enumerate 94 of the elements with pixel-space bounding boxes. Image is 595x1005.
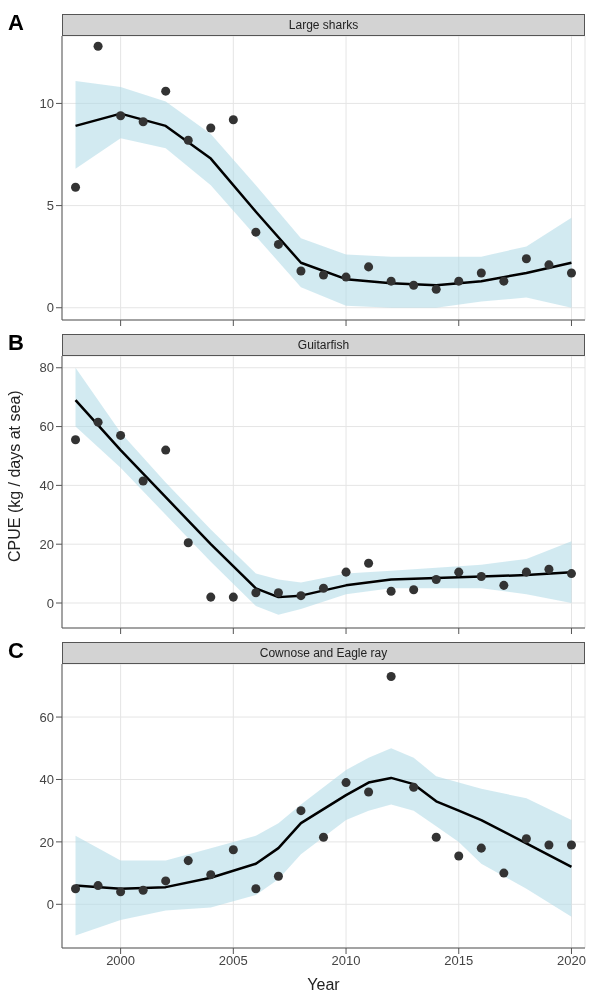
point [364, 558, 374, 568]
point [161, 445, 171, 455]
point [116, 887, 126, 897]
point [93, 881, 103, 891]
y-tick-label: 60 [39, 419, 54, 435]
point [454, 567, 464, 577]
y-tick-label: 0 [46, 896, 54, 912]
point [318, 832, 329, 842]
point [296, 591, 306, 601]
point [273, 588, 283, 598]
y-tick-label: 60 [39, 709, 54, 725]
point [183, 135, 193, 145]
point [341, 272, 351, 282]
point [273, 871, 283, 881]
y-tick-label: 20 [39, 834, 54, 850]
point [183, 538, 193, 548]
point [296, 806, 306, 816]
y-tick-label: 40 [39, 478, 54, 493]
point [206, 123, 216, 133]
point [251, 884, 261, 894]
x-axis-title: Year [307, 976, 341, 993]
y-tick-label: 20 [39, 536, 54, 552]
point [431, 832, 441, 842]
point [386, 671, 396, 681]
point [228, 592, 238, 602]
point [341, 567, 351, 577]
point [499, 276, 509, 286]
point [206, 870, 216, 880]
text: C [8, 638, 24, 664]
point [566, 840, 576, 850]
point [409, 280, 419, 290]
point [499, 580, 509, 590]
point [544, 564, 554, 574]
point [71, 884, 81, 894]
point [138, 885, 148, 895]
y-axis-title: CPUE (kg / days at sea) [5, 390, 23, 562]
point [161, 876, 171, 886]
point [431, 574, 441, 584]
y-tick-label: 0 [46, 595, 54, 611]
x-tick-label: 2005 [218, 953, 248, 969]
point [476, 572, 486, 582]
point [296, 266, 306, 276]
text: B [8, 330, 24, 356]
chart-title: Guitarfish [62, 334, 585, 356]
point [273, 239, 283, 249]
point [251, 227, 261, 237]
point [318, 583, 329, 593]
point [161, 86, 171, 96]
point [228, 845, 238, 855]
x-tick-label: 2010 [331, 953, 361, 969]
point [318, 270, 329, 280]
point [409, 585, 419, 595]
point [71, 182, 81, 192]
point [521, 567, 531, 577]
point [521, 834, 531, 844]
point [341, 778, 351, 788]
y-tick-label: 5 [46, 198, 54, 214]
x-tick-label: 2000 [106, 953, 136, 969]
point [71, 435, 81, 445]
x-tick-label: 2015 [444, 953, 474, 969]
y-tick-label: 80 [39, 360, 54, 376]
point [93, 41, 103, 51]
point [228, 115, 238, 125]
point [116, 430, 126, 440]
x-tick-label: 2020 [557, 953, 586, 969]
point [138, 476, 148, 486]
point [409, 782, 419, 792]
point [476, 268, 486, 278]
point [93, 417, 103, 427]
point [454, 851, 464, 861]
point [251, 588, 261, 598]
point [386, 586, 396, 596]
point [566, 268, 576, 278]
point [116, 111, 126, 121]
point [566, 569, 576, 579]
point [364, 787, 374, 797]
point [206, 592, 216, 602]
text: A [8, 10, 24, 36]
y-tick-label: 10 [39, 96, 54, 112]
chart-title: Cownose and Eagle ray [62, 642, 585, 664]
point [521, 254, 531, 264]
point [544, 260, 554, 270]
y-tick-label: 0 [46, 300, 54, 316]
y-tick-label: 40 [39, 772, 54, 788]
point [454, 276, 464, 286]
point [364, 262, 374, 272]
point [431, 284, 441, 294]
point [138, 117, 148, 127]
point [183, 856, 193, 866]
chart-title: Large sharks [62, 14, 585, 36]
point [544, 840, 554, 850]
point [499, 868, 509, 878]
point [386, 276, 396, 286]
point [476, 843, 486, 853]
